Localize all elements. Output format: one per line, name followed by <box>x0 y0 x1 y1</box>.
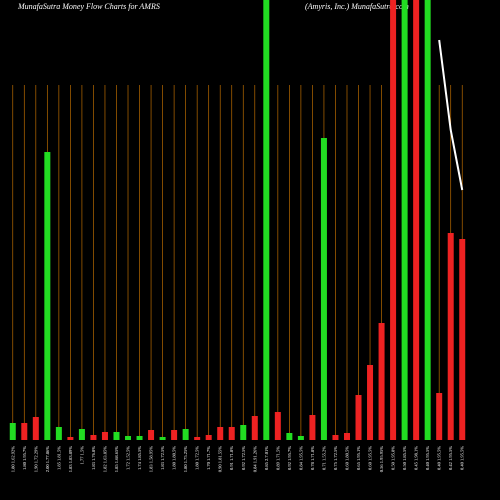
x-tick-label: 1.80 1.75.25% <box>183 446 188 473</box>
bar <box>436 393 443 440</box>
x-tick-label: 1.83 1.72.5% <box>160 446 165 470</box>
bar <box>182 429 189 440</box>
bar <box>228 427 235 440</box>
x-tick-label: 0.92 1.95.7% <box>287 446 292 470</box>
bar <box>21 423 28 440</box>
chart-subtitle: (Amyris, Inc.) MunafaSutra.com <box>305 2 409 11</box>
bar <box>136 436 143 440</box>
bar <box>159 437 166 440</box>
bar <box>367 365 374 440</box>
x-tick-label: 0.84 1.91.26% <box>252 446 257 473</box>
bar <box>44 152 51 440</box>
x-tick-label: 0.78 1.71.8% <box>310 446 315 470</box>
bar <box>263 0 270 440</box>
x-tick-label: 0.50 1.95.8% <box>391 446 396 470</box>
bar <box>194 437 201 440</box>
x-tick-label: 0.60 1.95.5% <box>368 446 373 470</box>
bar <box>320 138 327 440</box>
bar <box>390 0 397 440</box>
bar <box>101 432 108 440</box>
x-tick-label: 1.83 1.76.8% <box>91 446 96 470</box>
x-tick-label: 0.40 1.95.5% <box>460 446 465 470</box>
x-tick-label: 0.56 1.95.95% <box>379 446 384 473</box>
bar <box>171 430 178 440</box>
bar <box>332 435 339 440</box>
x-tick-label: 0.91 1.71.8% <box>229 446 234 470</box>
x-tick-label: 1.72 1.52.5% <box>126 446 131 470</box>
x-tick-label: 0.40 1.95.5% <box>425 446 430 470</box>
x-tick-label: 0.85 2.7.01% <box>264 446 269 470</box>
x-tick-label: 1.80 1.95.7% <box>22 446 27 470</box>
bar <box>297 436 304 440</box>
bar <box>459 239 466 440</box>
plot <box>9 0 466 440</box>
x-tick-label: 0.92 1.72.5% <box>241 446 246 470</box>
bar <box>78 429 85 440</box>
bar <box>125 436 132 440</box>
bar <box>55 427 62 440</box>
x-tick-label: 0.40 1.95.5% <box>437 446 442 470</box>
x-tick-label: 0.89 1.71.5% <box>275 446 280 470</box>
bar <box>240 425 247 440</box>
bar <box>205 435 212 440</box>
bar <box>401 0 408 440</box>
chart-title: MunafaSutra Money Flow Charts for AMRS <box>17 2 160 11</box>
x-tick-label: 1.85 1.68.65% <box>114 446 119 473</box>
bar <box>9 423 16 440</box>
x-tick-label: 0.65 1.95.1% <box>356 446 361 470</box>
x-tick-label: 0.84 1.95.5% <box>298 446 303 470</box>
x-tick-label: 1.90 1.72.29% <box>33 446 38 473</box>
x-tick-label: 1.85 1.81.5% <box>56 446 61 470</box>
bar <box>148 430 155 440</box>
x-tick-label: 1.74 1.85.5% <box>137 446 142 470</box>
bar <box>424 0 431 440</box>
x-tick-label: 0.60 1.80.5% <box>344 446 349 470</box>
x-tick-label: 1.80 1.62.92% <box>10 446 15 473</box>
x-tick-label: 1.83 1.83.89% <box>68 446 73 473</box>
x-tick-label: 2.00 1.77.86% <box>45 446 50 473</box>
x-tick-label: 0.42 1.95.5% <box>448 446 453 470</box>
bar <box>251 416 258 440</box>
price-line <box>438 39 464 191</box>
x-tick-label: 1.83 1.58.95% <box>149 446 154 473</box>
x-tick-label: 0.75 1.72.5% <box>333 446 338 470</box>
x-tick-label: 0.90 1.81.55% <box>218 446 223 473</box>
bar <box>343 433 350 440</box>
x-tick-label: 1.82 1.63.85% <box>102 446 107 473</box>
bar <box>378 323 385 440</box>
bar <box>90 435 97 440</box>
bar <box>32 417 39 440</box>
x-tick-label: 1.70 1.71.7% <box>206 446 211 470</box>
x-tick-label: 1.80 1.80.5% <box>172 446 177 470</box>
x-tick-label: 0.71 1.55.2% <box>321 446 326 470</box>
bar <box>274 412 281 440</box>
x-tick-label: 1.80 1.72.5% <box>195 446 200 470</box>
x-tick-label: 0.50 1.85.5% <box>402 446 407 470</box>
bar <box>447 233 454 440</box>
bar <box>113 432 120 440</box>
x-tick-label: 1.77 1.5% <box>79 446 84 465</box>
bar <box>413 0 420 440</box>
bar <box>355 395 362 440</box>
bar <box>309 415 316 440</box>
bar <box>286 433 293 440</box>
bar <box>217 427 224 440</box>
bar <box>67 437 74 440</box>
x-tick-label: 0.45 1.98.1% <box>414 446 419 470</box>
